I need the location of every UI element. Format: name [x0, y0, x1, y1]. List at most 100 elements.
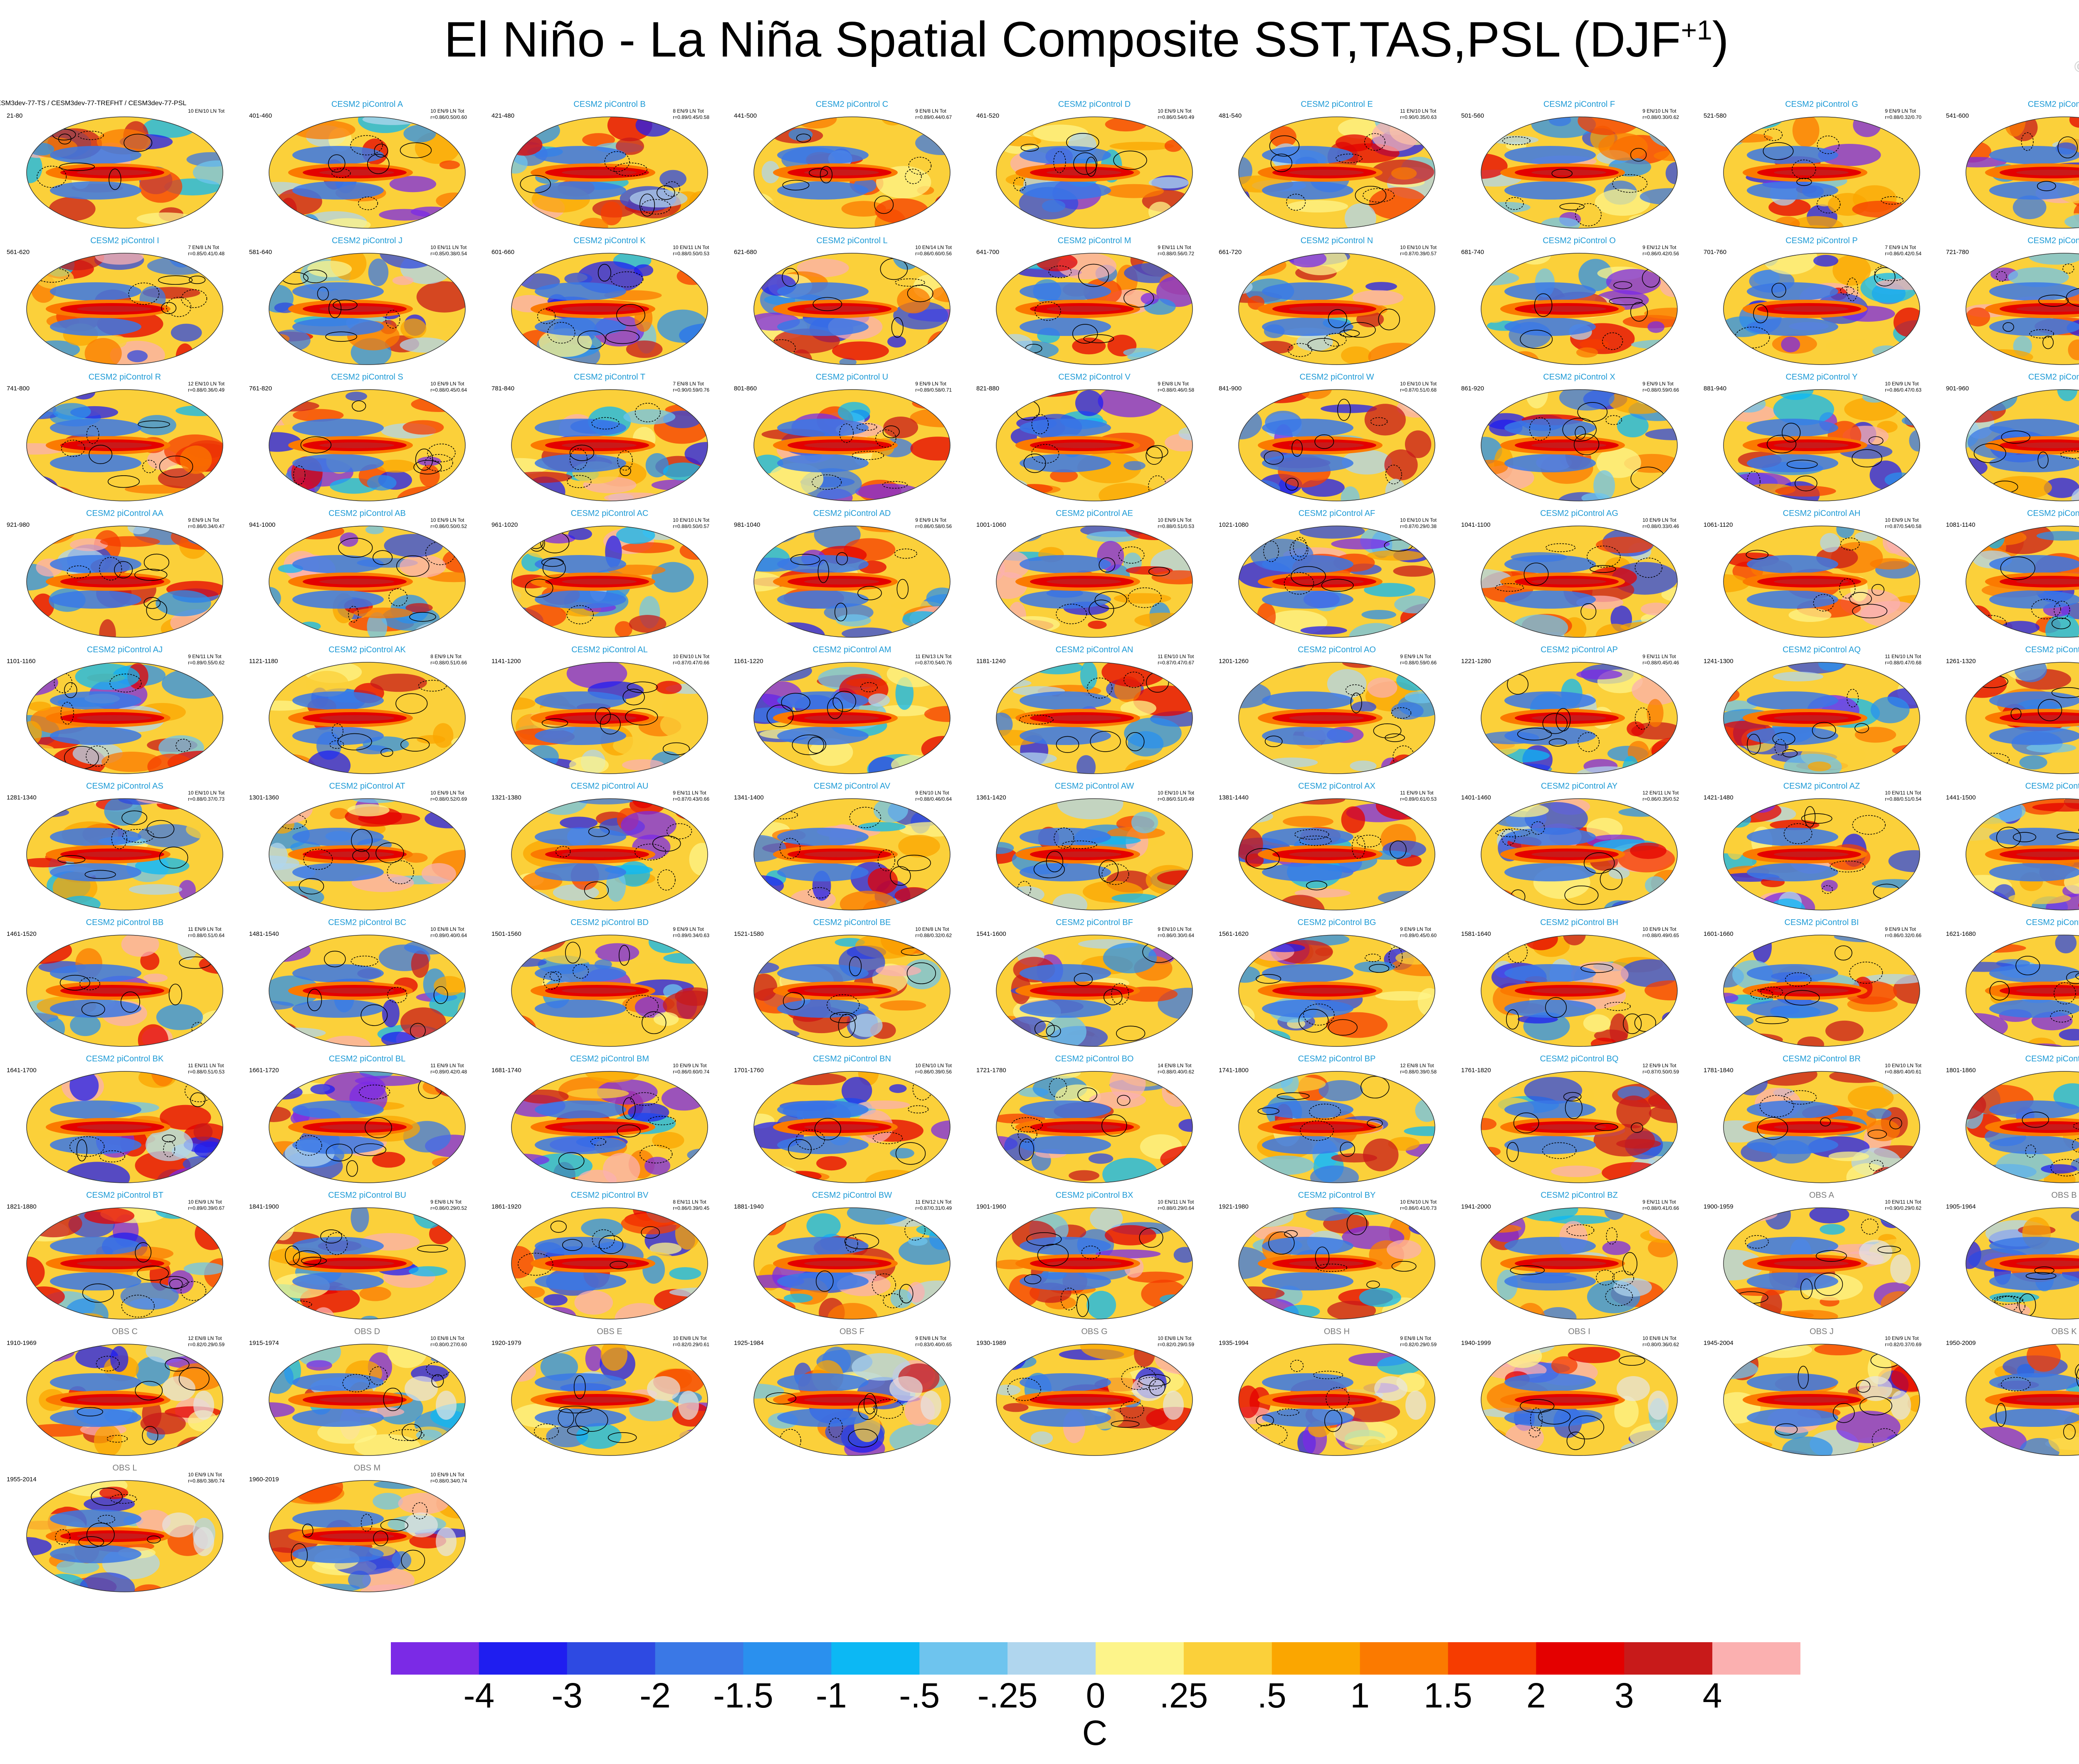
map-panel: CESM2 piControl R 741-800 12 EN/10 LN Tot r… — [7, 373, 225, 506]
panel-title: CESM2 piControl AM — [812, 645, 891, 654]
title-text: El Niño - La Niña Spatial Composite SST,… — [444, 12, 1681, 67]
colorbar-tick-label: 3 — [1614, 1676, 1634, 1715]
panel-title: CESM2 piControl BS — [2025, 1054, 2079, 1063]
composite-map — [26, 1071, 223, 1183]
panel-years: 401-460 — [249, 112, 272, 119]
panel-years: 701-760 — [1704, 249, 1727, 256]
map-panel: CESM2 piControl BM 1681-1740 10 EN/9 LN To… — [491, 1054, 709, 1187]
panel-years: 681-740 — [1461, 249, 1484, 256]
panel-title: CESM2 piControl B — [573, 100, 646, 109]
panel-title: CESM2 piControl BP — [1298, 1054, 1376, 1063]
composite-map — [511, 1207, 708, 1320]
colorbar-segment — [1624, 1642, 1713, 1675]
panel-years: 1941-2000 — [1461, 1203, 1491, 1210]
panel-years: 921-980 — [7, 521, 30, 528]
panel-stats: 9 EN/11 LN Tot r=0.88/0.56/0.72 — [1158, 244, 1194, 257]
map-panel: CESM2 piControl AC 961-1020 10 EN/10 LN To… — [491, 509, 709, 642]
panel-stats: 9 EN/9 LN Tot r=0.86/0.34/0.47 — [188, 517, 225, 529]
panel-title: CESM2 piControl AH — [1783, 509, 1861, 518]
map-panel: CESM2 piControl E 481-540 11 EN/10 LN Tot r… — [1219, 100, 1437, 233]
panel-years: 1161-1220 — [734, 658, 763, 665]
panel-years: 21-80 — [7, 112, 23, 119]
map-panel: OBS M 1960-2019 10 EN/9 LN Tot r=0.88/0.34/… — [249, 1463, 467, 1596]
panel-title: CESM2 piControl BX — [1055, 1191, 1133, 1200]
panel-title: CESM2 piControl BH — [1540, 918, 1618, 927]
panel-years: 1521-1580 — [734, 930, 764, 938]
colorbar — [391, 1642, 1800, 1675]
composite-map — [511, 389, 708, 501]
panel-title: CESM2 piControl AU — [570, 782, 649, 791]
composite-map — [1723, 116, 1920, 229]
map-panel: CESM2 piControl V 821-880 9 EN/8 LN Tot r=0… — [976, 373, 1194, 506]
panel-stats: 10 EN/9 LN Tot r=0.88/0.52/0.69 — [430, 790, 467, 802]
panel-stats: 11 EN/10 LN Tot r=0.90/0.35/0.63 — [1400, 108, 1437, 120]
panel-stats: 10 EN/9 LN Tot r=0.86/0.47/0.63 — [1885, 381, 1921, 393]
colorbar-tick-label: .5 — [1257, 1676, 1286, 1715]
panel-years: 501-560 — [1461, 112, 1484, 119]
map-panel: OBS D 1915-1974 10 EN/8 LN Tot r=0.80/0.27/… — [249, 1327, 467, 1460]
composite-map — [1481, 798, 1678, 910]
panel-title: OBS C — [111, 1327, 138, 1336]
panel-years: 1945-2004 — [1704, 1340, 1733, 1347]
colorbar-segment — [655, 1642, 743, 1675]
composite-map — [26, 525, 223, 638]
composite-map — [511, 798, 708, 910]
panel-title: CESM2 piControl AI — [2027, 509, 2079, 518]
map-panel: CESM2 piControl N 661-720 10 EN/10 LN Tot r… — [1219, 236, 1437, 369]
panel-years: 1935-1994 — [1219, 1340, 1249, 1347]
panel-years: 1901-1960 — [976, 1203, 1006, 1210]
composite-map — [1238, 1207, 1435, 1320]
panel-years: 841-900 — [1219, 385, 1242, 392]
map-panel: CESM2 piControl AH 1061-1120 10 EN/9 LN To… — [1704, 509, 1921, 642]
composite-map — [1723, 389, 1920, 501]
panel-years: 1960-2019 — [249, 1476, 279, 1483]
panel-stats: 9 EN/9 LN Tot r=0.89/0.34/0.63 — [673, 926, 709, 938]
panel-years: 1201-1260 — [1219, 658, 1249, 665]
composite-map — [269, 1207, 466, 1320]
panel-years: 441-500 — [734, 112, 757, 119]
panel-years: 1861-1920 — [491, 1203, 521, 1210]
panel-stats: 9 EN/9 LN Tot r=0.89/0.45/0.60 — [1400, 926, 1437, 938]
panel-stats: 9 EN/8 LN Tot r=0.86/0.29/0.52 — [430, 1199, 467, 1211]
panel-years: 1821-1880 — [7, 1203, 37, 1210]
panel-title: CESM2 piControl AR — [2025, 645, 2079, 654]
panel-stats: 9 EN/11 LN Tot r=0.89/0.55/0.62 — [188, 654, 225, 666]
panel-title: CESM2 piControl AN — [1055, 645, 1133, 654]
panel-years: 1121-1180 — [249, 658, 278, 665]
colorbar-segment — [391, 1642, 479, 1675]
composite-map — [753, 389, 951, 501]
panel-stats: 10 EN/9 LN Tot r=0.88/0.45/0.64 — [430, 381, 467, 393]
title-end: ) — [1712, 12, 1729, 67]
colorbar-tick-label: -.5 — [899, 1676, 940, 1715]
panel-years: 1741-1800 — [1219, 1067, 1249, 1074]
composite-map — [26, 1344, 223, 1456]
composite-map — [1481, 935, 1678, 1047]
panel-title: CESM2 piControl AK — [328, 645, 406, 654]
panel-stats: 10 EN/9 LN Tot r=0.88/0.49/0.65 — [1642, 926, 1679, 938]
panel-title: CESM2 piControl AQ — [1783, 645, 1861, 654]
panel-stats: 10 EN/9 LN Tot r=0.86/0.50/0.52 — [430, 517, 467, 529]
colorbar-tick-label: .25 — [1159, 1676, 1208, 1715]
panel-title: CESM2 piControl A — [331, 100, 403, 109]
map-panel: CESM2 piControl X 861-920 9 EN/9 LN Tot r=0… — [1461, 373, 1679, 506]
panel-stats: 10 EN/8 LN Tot r=0.88/0.32/0.62 — [915, 926, 952, 938]
map-panel: CESM2 piControl G 521-580 9 EN/9 LN Tot r=0… — [1704, 100, 1921, 233]
map-panel: CESM2 piControl AI1081-11409 EN/9 LN Tot… — [1946, 509, 2079, 642]
map-panel: CESM2 piControl AV 1341-1400 9 EN/10 LN To… — [734, 782, 952, 915]
map-panel: OBS C 1910-1969 12 EN/8 LN Tot r=0.82/0.29/… — [7, 1327, 225, 1460]
panel-stats: 10 EN/10 LN Tot r=0.86/0.51/0.49 — [1158, 790, 1194, 802]
map-panel: CESM2 piControl AK 1121-1180 8 EN/9 LN Tot… — [249, 645, 467, 778]
colorbar-segment — [1360, 1642, 1448, 1675]
map-panel: CESM2 piControl AE 1001-1060 10 EN/9 LN To… — [976, 509, 1194, 642]
panel-years: 1900-1959 — [1704, 1203, 1733, 1210]
panel-years: 1921-1980 — [1219, 1203, 1249, 1210]
panel-stats: 10 EN/10 LN Tot r=0.86/0.39/0.56 — [915, 1063, 952, 1075]
panel-years: 1421-1480 — [1704, 794, 1733, 801]
map-panel: OBS A 1900-1959 10 EN/11 LN Tot r=0.90/0.29… — [1704, 1191, 1921, 1324]
panel-stats: 9 EN/10 LN Tot r=0.88/0.46/0.64 — [915, 790, 952, 802]
panel-stats: 8 EN/9 LN Tot r=0.88/0.51/0.66 — [430, 654, 467, 666]
panel-title: CESM2 piControl K — [573, 236, 646, 245]
panel-title: CESM2 piControl E — [1301, 100, 1373, 109]
map-panel: CESM2 piControl D 461-520 10 EN/9 LN Tot r=… — [976, 100, 1194, 233]
panel-years: 1221-1280 — [1461, 658, 1491, 665]
